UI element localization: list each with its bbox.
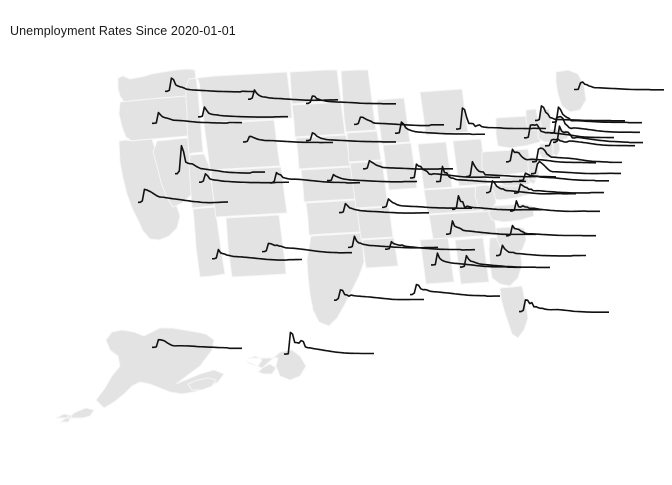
state-shape-tx xyxy=(306,232,365,327)
states-layer xyxy=(55,68,587,423)
sparklines-layer xyxy=(138,77,664,355)
sparkline-ne xyxy=(327,173,418,183)
sparkline-wa xyxy=(165,77,255,93)
state-shape-ok xyxy=(305,199,361,236)
sparkline-ga xyxy=(496,244,586,257)
sparkline-nh xyxy=(552,106,642,124)
state-shape-ms xyxy=(419,237,455,285)
sparkline-al xyxy=(460,254,550,269)
sparkline-ca xyxy=(138,188,229,204)
state-shape-mo xyxy=(349,160,389,209)
state-shape-ia xyxy=(346,130,382,163)
sparkline-sc xyxy=(506,224,596,237)
sparkline-ky xyxy=(452,194,542,211)
sparkline-la xyxy=(410,283,500,297)
chart-title: Unemployment Rates Since 2020-01-01 xyxy=(10,24,236,38)
inset-shape-ak_tail xyxy=(187,377,217,391)
sparkline-ri xyxy=(553,125,643,144)
sparkline-ct xyxy=(545,138,635,147)
inset-shape-ak_isles xyxy=(55,407,95,423)
state-shape-ut xyxy=(188,153,215,209)
state-shape-vt xyxy=(525,108,539,131)
sparkline-de xyxy=(531,160,621,175)
state-shape-co xyxy=(210,166,288,218)
sparkline-wy xyxy=(243,135,333,144)
sparkline-mn xyxy=(354,116,444,127)
state-shape-nm xyxy=(225,214,287,278)
state-shape-ks xyxy=(300,166,356,203)
sparkline-in xyxy=(436,165,526,183)
state-shape-az xyxy=(192,206,226,278)
sparkline-va xyxy=(514,183,604,194)
sparkline-sd xyxy=(306,132,396,143)
sparkline-tn xyxy=(446,220,536,236)
sparkline-hi xyxy=(284,331,374,355)
sparkline-ma xyxy=(550,115,640,134)
sparkline-il xyxy=(410,163,501,179)
sparkline-mi xyxy=(456,107,546,130)
state-shape-wy xyxy=(203,119,281,171)
state-shape-il xyxy=(382,142,418,191)
sparkline-nd xyxy=(306,95,396,105)
sparkline-tx xyxy=(334,289,424,301)
state-shape-id xyxy=(185,77,204,155)
sparkline-wv xyxy=(486,180,576,195)
state-shape-mt xyxy=(196,71,293,124)
sparkline-co xyxy=(270,171,360,184)
sparkline-ar xyxy=(385,240,475,251)
sparkline-id xyxy=(198,106,288,118)
state-shape-ri xyxy=(552,141,561,157)
state-shape-fl xyxy=(499,285,529,339)
state-shape-tn xyxy=(428,210,498,240)
sparkline-wi xyxy=(395,121,485,136)
state-shape-sd xyxy=(291,101,346,138)
sparkline-ut xyxy=(199,173,289,184)
state-shape-in xyxy=(417,141,453,190)
sparkline-ks xyxy=(339,202,429,214)
state-shape-nd xyxy=(289,69,342,105)
sparkline-ia xyxy=(363,159,453,170)
sparkline-nj xyxy=(532,147,622,164)
state-shape-mi xyxy=(419,88,469,136)
sparkline-ny xyxy=(524,123,614,139)
state-shape-ct xyxy=(538,142,555,159)
sparkline-pa xyxy=(506,148,597,164)
sparkline-nv xyxy=(175,144,265,175)
sparkline-fl xyxy=(519,299,609,313)
sparkline-nm xyxy=(262,242,352,254)
state-shape-oh xyxy=(452,138,488,187)
state-shape-hi xyxy=(245,349,307,381)
sparkline-ak xyxy=(152,338,242,350)
state-shape-wi xyxy=(376,97,411,145)
state-shape-ar xyxy=(356,206,394,240)
state-shape-or xyxy=(118,95,189,142)
state-shape-ca xyxy=(118,138,181,241)
sparkline-az xyxy=(212,248,302,261)
state-shape-me xyxy=(555,69,587,113)
sparkline-md xyxy=(519,172,609,182)
sparkline-nc xyxy=(510,200,600,213)
sparkline-me xyxy=(574,81,664,91)
sparkline-or xyxy=(152,111,243,125)
